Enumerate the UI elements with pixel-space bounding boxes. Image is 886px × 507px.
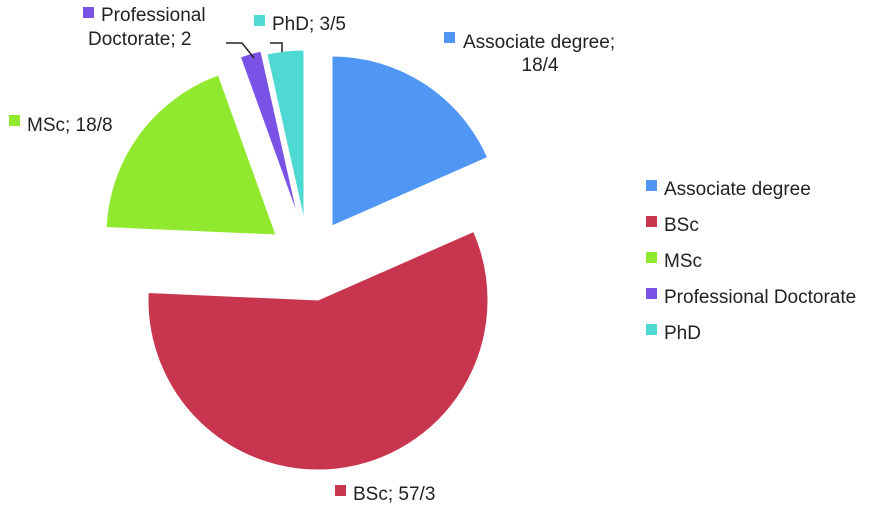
legend-label: PhD bbox=[664, 323, 701, 344]
pie-slice-phd bbox=[266, 49, 305, 221]
data-label-marker bbox=[335, 485, 346, 496]
legend: Associate degree BSc MSc Professional Docto… bbox=[646, 179, 856, 344]
pie-slice-bsc bbox=[147, 230, 489, 471]
data-label-text: PhD; 3/5 bbox=[272, 14, 346, 35]
pie-slices bbox=[105, 49, 489, 471]
data-labels: Associate degree;18/4 BSc; 57/3 MSc; 18/8 P… bbox=[9, 5, 615, 505]
data-label-text: MSc; 18/8 bbox=[27, 115, 113, 136]
data-label-marker bbox=[9, 115, 20, 126]
data-label-text: Doctorate; 2 bbox=[88, 29, 192, 50]
data-label-text: 18/4 bbox=[522, 55, 559, 76]
data-label-bsc: BSc; 57/3 bbox=[335, 484, 435, 505]
data-label-professional-doctorate: Professional Doctorate; 2 bbox=[83, 5, 206, 50]
data-label-associate-degree: Associate degree;18/4 bbox=[444, 32, 615, 76]
pie-slice-associate-degree bbox=[331, 55, 489, 227]
pie-slice-msc bbox=[105, 74, 277, 236]
data-label-msc: MSc; 18/8 bbox=[9, 115, 113, 136]
legend-label: Associate degree bbox=[664, 179, 811, 200]
data-label-marker bbox=[444, 32, 455, 43]
data-label-text: Associate degree; bbox=[463, 32, 615, 53]
data-label-marker bbox=[254, 15, 265, 26]
legend-item-bsc: BSc bbox=[646, 215, 699, 236]
data-label-phd: PhD; 3/5 bbox=[254, 14, 346, 35]
data-label-marker bbox=[83, 7, 94, 18]
leader-lines bbox=[226, 42, 283, 59]
legend-label: MSc bbox=[664, 251, 702, 272]
legend-swatch bbox=[646, 288, 657, 299]
legend-label: Professional Doctorate bbox=[664, 287, 856, 308]
legend-swatch bbox=[646, 324, 657, 335]
leader-line-phd bbox=[270, 42, 283, 52]
legend-item-associate-degree: Associate degree bbox=[646, 179, 811, 200]
legend-swatch bbox=[646, 180, 657, 191]
legend-swatch bbox=[646, 216, 657, 227]
legend-label: BSc bbox=[664, 215, 699, 236]
legend-swatch bbox=[646, 252, 657, 263]
legend-item-professional-doctorate: Professional Doctorate bbox=[646, 287, 856, 308]
legend-item-msc: MSc bbox=[646, 251, 702, 272]
data-label-text: Professional bbox=[101, 5, 206, 26]
legend-item-phd: PhD bbox=[646, 323, 701, 344]
leader-line-professional-doctorate bbox=[226, 42, 255, 59]
data-label-text: BSc; 57/3 bbox=[353, 484, 435, 505]
